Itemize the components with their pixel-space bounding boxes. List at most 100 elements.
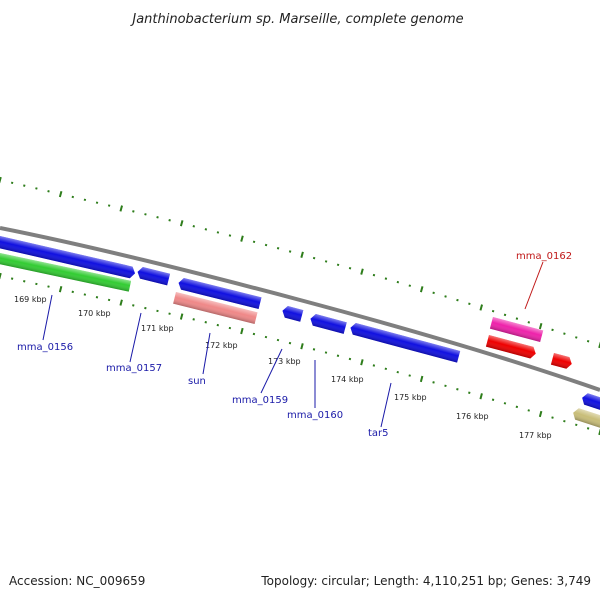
minor-tick bbox=[47, 285, 50, 288]
minor-tick bbox=[348, 357, 352, 361]
gene-callout-line-red bbox=[524, 261, 544, 310]
minor-tick bbox=[396, 280, 400, 284]
minor-tick bbox=[71, 290, 74, 294]
scale-label: 173 kbp bbox=[268, 357, 301, 366]
scale-label: 169 kbp bbox=[14, 295, 47, 304]
minor-tick bbox=[144, 213, 147, 216]
minor-tick bbox=[491, 309, 495, 313]
accession-text: Accession: NC_009659 bbox=[9, 574, 146, 588]
gene-green bbox=[0, 252, 132, 292]
minor-tick bbox=[83, 198, 87, 202]
minor-tick bbox=[372, 273, 376, 277]
gene-mma-0157 bbox=[137, 266, 171, 286]
minor-tick bbox=[586, 339, 590, 343]
minor-tick bbox=[527, 321, 531, 324]
gene-label-mma-0159: mma_0159 bbox=[232, 395, 288, 406]
minor-tick bbox=[107, 204, 111, 207]
minor-tick bbox=[336, 263, 340, 267]
scale-labels: 169 kbp 170 kbp 171 kbp 172 kbp 173 kbp … bbox=[14, 295, 552, 440]
minor-tick bbox=[192, 225, 196, 228]
minor-tick bbox=[324, 260, 328, 263]
minor-tick bbox=[95, 201, 99, 204]
minor-tick bbox=[515, 405, 519, 409]
gene-mma-0156 bbox=[0, 235, 136, 279]
minor-tick bbox=[204, 228, 208, 231]
major-tick bbox=[360, 268, 364, 275]
gene-blue-right bbox=[582, 393, 600, 416]
scale-label: 177 kbp bbox=[519, 431, 552, 440]
minor-tick bbox=[252, 240, 256, 244]
minor-tick bbox=[216, 323, 220, 327]
minor-tick bbox=[144, 306, 147, 310]
minor-tick bbox=[468, 302, 471, 306]
gene-label-mma-0156: mma_0156 bbox=[17, 342, 73, 353]
major-tick bbox=[179, 220, 184, 227]
gene-mma-0162 bbox=[489, 317, 544, 343]
minor-tick bbox=[156, 309, 159, 313]
minor-tick bbox=[192, 318, 195, 321]
minor-tick bbox=[288, 341, 292, 345]
major-tick bbox=[419, 375, 424, 383]
major-tick bbox=[179, 313, 184, 320]
minor-tick bbox=[348, 266, 352, 270]
minor-tick bbox=[228, 234, 232, 237]
minor-tick bbox=[456, 298, 459, 302]
major-tick bbox=[538, 322, 543, 330]
major-tick bbox=[598, 341, 600, 349]
minor-tick bbox=[276, 247, 280, 250]
major-tick bbox=[0, 176, 2, 184]
major-tick bbox=[300, 251, 304, 258]
major-tick bbox=[0, 272, 2, 280]
minor-tick bbox=[264, 335, 268, 339]
minor-tick bbox=[503, 402, 507, 405]
gene-red-small bbox=[550, 353, 572, 369]
upper-tick-ruler bbox=[0, 176, 600, 349]
minor-tick bbox=[47, 190, 50, 193]
minor-tick bbox=[23, 184, 26, 187]
minor-tick bbox=[71, 195, 75, 199]
major-tick bbox=[119, 205, 124, 212]
gene-labels: mma_0156 mma_0157 sun mma_0159 mma_0160 … bbox=[17, 251, 572, 439]
minor-tick bbox=[35, 187, 38, 190]
minor-tick bbox=[563, 419, 566, 423]
major-tick bbox=[538, 410, 543, 418]
minor-tick bbox=[527, 409, 530, 412]
minor-tick bbox=[432, 291, 435, 295]
map-title: Janthinobacterium sp. Marseille, complet… bbox=[129, 12, 463, 27]
minor-tick bbox=[408, 284, 412, 287]
minor-tick bbox=[35, 282, 38, 286]
minor-tick bbox=[168, 219, 171, 222]
major-tick bbox=[58, 190, 63, 198]
minor-tick bbox=[396, 370, 399, 374]
minor-tick bbox=[168, 312, 171, 315]
genome-backbone bbox=[0, 226, 600, 392]
minor-tick bbox=[10, 277, 14, 280]
gene-sun bbox=[173, 292, 258, 324]
minor-tick bbox=[264, 243, 268, 247]
gene-label-mma-0162: mma_0162 bbox=[516, 251, 572, 262]
minor-tick bbox=[336, 354, 340, 357]
minor-tick bbox=[444, 384, 447, 388]
gene-mma-0159 bbox=[282, 306, 304, 322]
minor-tick bbox=[132, 210, 135, 213]
genome-summary-text: Topology: circular; Length: 4,110,251 bp… bbox=[261, 574, 591, 588]
minor-tick bbox=[456, 388, 459, 391]
gene-tar5 bbox=[350, 323, 461, 363]
scale-label: 171 kbp bbox=[141, 324, 174, 333]
major-tick bbox=[119, 299, 123, 306]
scale-label: 175 kbp bbox=[394, 393, 427, 402]
minor-tick bbox=[228, 326, 232, 330]
gene-mma-0160 bbox=[310, 314, 347, 334]
minor-tick bbox=[575, 336, 578, 339]
minor-tick bbox=[288, 250, 292, 253]
gene-label-tar5: tar5 bbox=[368, 428, 389, 439]
scale-label: 170 kbp bbox=[78, 309, 111, 318]
minor-tick bbox=[23, 280, 26, 283]
minor-tick bbox=[408, 374, 411, 377]
minor-tick bbox=[515, 317, 519, 320]
minor-tick bbox=[551, 328, 554, 332]
major-tick bbox=[240, 235, 244, 242]
major-tick bbox=[300, 343, 304, 350]
gene-label-sun: sun bbox=[188, 376, 206, 387]
